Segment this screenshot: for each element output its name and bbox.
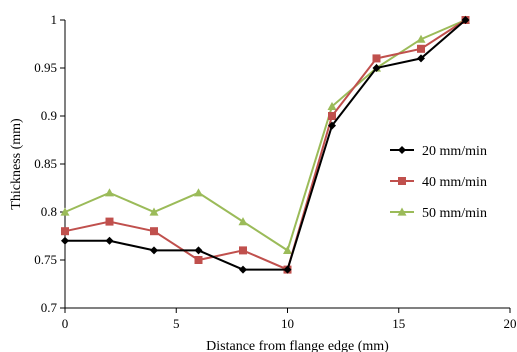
legend-item: 50 mm/min: [390, 206, 487, 221]
data-point: [283, 245, 292, 254]
y-tick-label: 0.7: [41, 300, 58, 315]
x-axis-title: Distance from flange edge (mm): [206, 339, 389, 352]
y-tick-label: 0.85: [34, 156, 57, 171]
axes: [60, 19, 511, 313]
legend-label: 50 mm/min: [422, 206, 487, 221]
y-tick-label: 0.95: [34, 60, 57, 75]
x-tick-label: 20: [504, 316, 517, 331]
series-line: [64, 19, 467, 271]
series-group: [60, 15, 470, 274]
legend-label: 40 mm/min: [422, 175, 487, 190]
data-point: [150, 227, 158, 236]
x-tick-label: 15: [392, 316, 405, 331]
x-tick-label: 10: [281, 316, 294, 331]
legend-marker: [398, 146, 406, 154]
data-point: [328, 112, 336, 120]
data-point: [417, 54, 425, 63]
y-axis-title: Thickness (mm): [9, 118, 24, 210]
y-tick-label: 1: [51, 12, 58, 27]
data-point: [416, 34, 426, 43]
data-point: [105, 236, 114, 245]
legend-marker: [397, 207, 407, 216]
data-point: [372, 64, 381, 72]
legend-label: 20 mm/min: [422, 144, 487, 159]
data-point: [239, 246, 247, 255]
data-point: [239, 265, 247, 274]
data-point: [150, 246, 158, 255]
series-40-mm-min: [61, 16, 470, 274]
data-point: [238, 217, 248, 226]
x-tick-label: 5: [173, 316, 180, 331]
data-point: [283, 265, 292, 274]
legend-marker: [398, 177, 406, 185]
data-point: [194, 256, 203, 264]
data-point: [194, 188, 203, 197]
data-point: [327, 101, 337, 110]
y-tick-label: 0.8: [41, 204, 57, 219]
y-tick-label: 0.9: [41, 108, 57, 123]
data-point: [105, 217, 114, 226]
legend-item: 40 mm/min: [390, 175, 487, 190]
data-point: [417, 44, 425, 53]
data-point: [149, 207, 159, 216]
data-point: [372, 54, 381, 63]
series-20-mm-min: [61, 16, 470, 274]
data-point: [328, 121, 336, 130]
series-line: [64, 19, 466, 252]
data-point: [194, 246, 203, 255]
legend-item: 20 mm/min: [390, 144, 487, 159]
y-tick-label: 0.75: [34, 252, 57, 267]
data-point: [60, 207, 70, 216]
legend: 20 mm/min 40 mm/min 50 mm/min: [390, 144, 487, 221]
series-line: [65, 19, 467, 271]
data-point: [461, 16, 470, 24]
x-tick-label: 0: [62, 316, 69, 331]
data-point: [105, 188, 114, 197]
data-point: [61, 227, 69, 236]
data-point: [61, 236, 69, 245]
